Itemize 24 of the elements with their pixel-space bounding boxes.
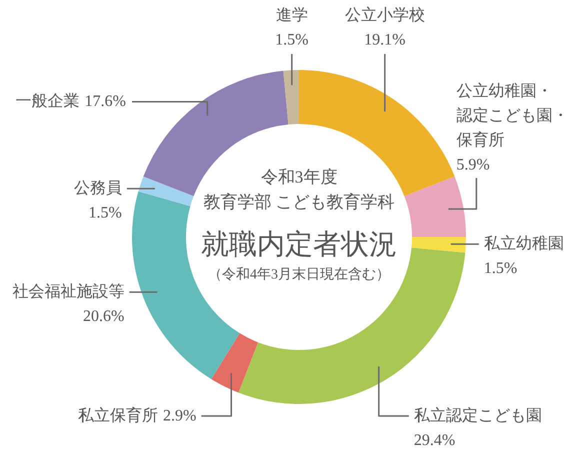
category-label: 公立小学校: [344, 7, 425, 24]
category-label: 私立幼稚園: [484, 236, 564, 253]
value-label: 29.4%: [414, 432, 456, 449]
value-label: 1.5%: [88, 204, 122, 222]
category-label: 社会福祉施設等: [12, 284, 124, 301]
category-label: 認定こども園・: [456, 107, 568, 124]
value-label: 1.5%: [275, 32, 308, 48]
value-label: 1.5%: [484, 260, 518, 278]
category-label: 公立幼稚園・: [456, 82, 552, 100]
category-label: 公務員: [74, 180, 122, 198]
category-label: 私立認定こども園: [414, 408, 542, 424]
value-label: 20.6%: [83, 308, 124, 326]
subtitle: 令和3年度: [260, 168, 338, 186]
category-label: 一般企業: [16, 93, 80, 110]
annotation: 教育学部 こども教育学科: [203, 192, 395, 212]
value-label: 2.9%: [162, 408, 196, 424]
annotation: （令和4年3月末日現在含む）: [208, 268, 390, 282]
value-label: 17.6%: [84, 93, 126, 110]
category-label: 保育所: [456, 132, 504, 149]
category-label: 私立保育所: [78, 408, 158, 424]
value-label: 5.9%: [456, 156, 490, 174]
category-label: 進学: [276, 7, 308, 24]
title: 就職内定者状況: [201, 230, 397, 260]
value-label: 19.1%: [364, 32, 406, 48]
